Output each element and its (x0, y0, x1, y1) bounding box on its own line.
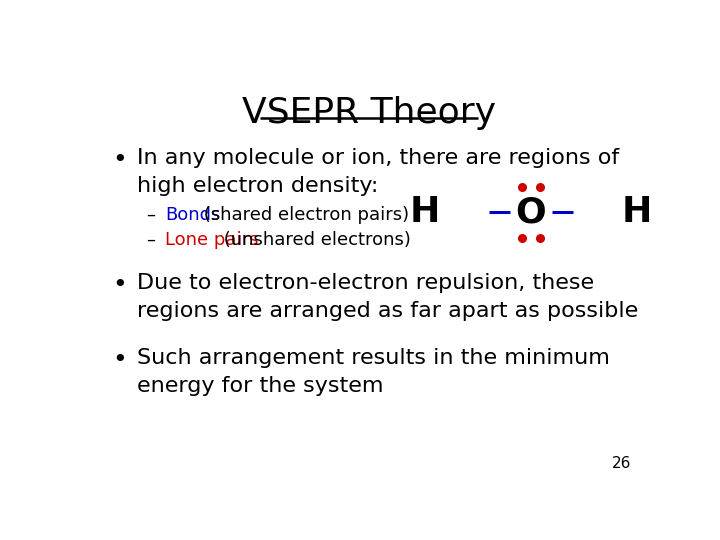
Text: Due to electron-electron repulsion, these: Due to electron-electron repulsion, thes… (138, 273, 595, 293)
Point (516, 183, 528, 191)
Text: Bonds: Bonds (166, 206, 221, 224)
Text: –: – (145, 206, 155, 224)
Text: high electron density:: high electron density: (138, 176, 379, 196)
Text: •: • (112, 348, 127, 372)
Text: Such arrangement results in the minimum: Such arrangement results in the minimum (138, 348, 611, 368)
Text: (shared electron pairs): (shared electron pairs) (198, 206, 409, 224)
Text: VSEPR Theory: VSEPR Theory (242, 96, 496, 130)
Text: (unshared electrons): (unshared electrons) (218, 231, 411, 249)
Text: •: • (112, 273, 127, 296)
Text: energy for the system: energy for the system (138, 376, 384, 396)
Text: regions are arranged as far apart as possible: regions are arranged as far apart as pos… (138, 301, 639, 321)
Text: H: H (410, 195, 440, 230)
Text: •: • (112, 148, 127, 172)
Text: H: H (621, 195, 652, 230)
Text: O: O (516, 195, 546, 230)
Text: Lone pairs: Lone pairs (166, 231, 258, 249)
Text: In any molecule or ion, there are regions of: In any molecule or ion, there are region… (138, 148, 620, 168)
Text: 26: 26 (612, 456, 631, 471)
Point (516, 234, 528, 242)
Point (534, 183, 546, 191)
Text: –: – (145, 231, 155, 249)
Point (534, 234, 546, 242)
